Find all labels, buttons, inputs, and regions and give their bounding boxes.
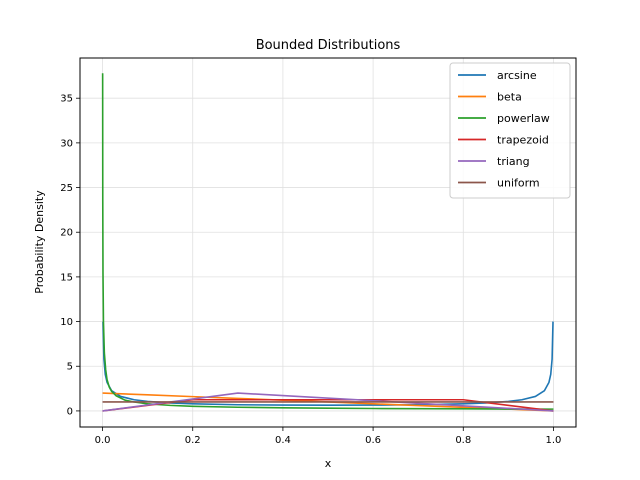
y-tick-label: 5 (67, 362, 73, 373)
y-tick-label: 20 (60, 228, 73, 239)
y-tick-label: 0 (67, 406, 73, 417)
y-axis-label: Probability Density (33, 190, 46, 294)
legend-label-powerlaw: powerlaw (497, 112, 550, 125)
y-tick-label: 30 (60, 138, 73, 149)
series-layer (101, 73, 554, 412)
x-tick-label: 0.8 (455, 435, 471, 446)
legend-label-triang: triang (497, 155, 530, 168)
series-line-arcsine (102, 321, 554, 407)
x-tick-label: 0.2 (185, 435, 201, 446)
y-tick-label: 25 (60, 183, 73, 194)
y-tick-label: 35 (60, 94, 73, 105)
x-axis-label: x (325, 457, 332, 470)
y-axis-ticks: 0 5 10 15 20 25 30 35 (60, 94, 80, 417)
y-tick-label: 15 (60, 272, 73, 283)
legend: arcsine beta powerlaw trapezoid triang unifor… (449, 62, 571, 199)
x-tick-label: 0.0 (95, 435, 111, 446)
x-tick-label: 0.4 (275, 435, 291, 446)
legend-label-trapezoid: trapezoid (497, 134, 549, 147)
legend-label-beta: beta (497, 91, 522, 104)
chart-title: Bounded Distributions (256, 38, 401, 53)
x-tick-label: 0.6 (365, 435, 381, 446)
legend-label-arcsine: arcsine (497, 69, 537, 82)
legend-label-uniform: uniform (497, 177, 540, 190)
x-tick-label: 1.0 (546, 435, 562, 446)
plot-frame (79, 57, 577, 428)
y-tick-label: 10 (60, 317, 73, 328)
x-axis-ticks: 0.0 0.2 0.4 0.6 0.8 1.0 (95, 427, 562, 446)
series-line-triang (102, 392, 554, 412)
